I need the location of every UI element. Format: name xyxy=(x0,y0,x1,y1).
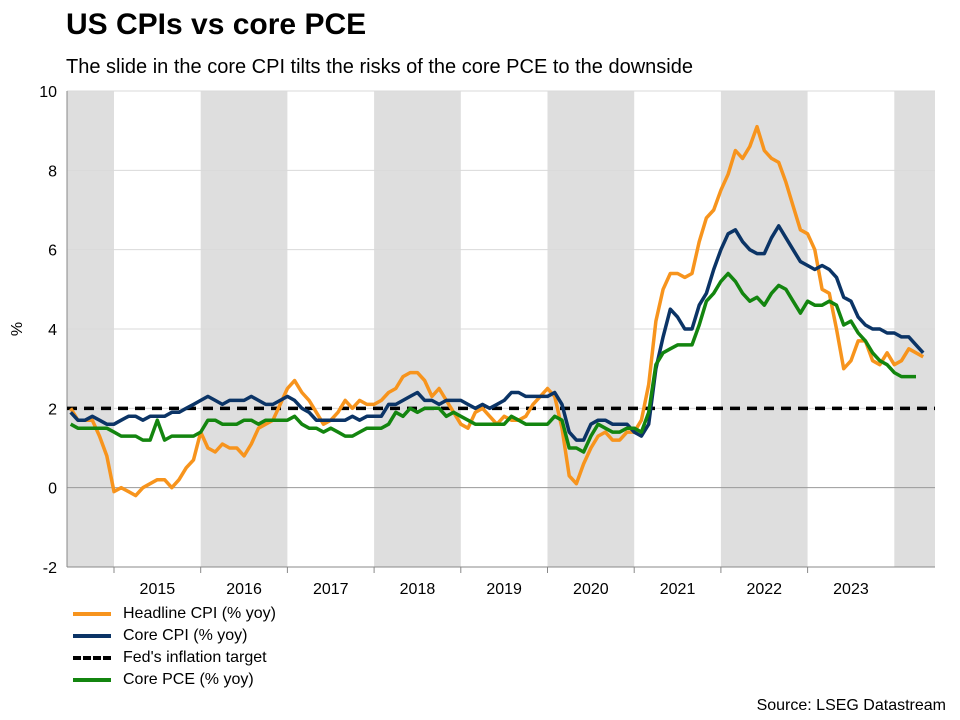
y-tick-label: 6 xyxy=(48,243,57,260)
legend-item-core-pce: Core PCE (% yoy) xyxy=(73,669,276,691)
legend-swatch xyxy=(73,634,111,638)
legend-label: Headline CPI (% yoy) xyxy=(123,605,276,622)
legend-label: Core CPI (% yoy) xyxy=(123,627,248,644)
source-note: Source: LSEG Datastream xyxy=(756,697,946,714)
legend-swatch xyxy=(73,656,111,660)
x-tick-label: 2020 xyxy=(573,581,609,598)
legend-swatch xyxy=(73,612,111,616)
y-tick-label: 2 xyxy=(48,401,57,418)
x-tick-label: 2015 xyxy=(140,581,176,598)
legend-label: Core PCE (% yoy) xyxy=(123,671,254,688)
legend-label: Fed's inflation target xyxy=(123,649,267,666)
x-tick-label: 2017 xyxy=(313,581,349,598)
legend-item-headline-cpi: Headline CPI (% yoy) xyxy=(73,603,276,625)
legend-item-fed-target: Fed's inflation target xyxy=(73,647,276,669)
x-tick-label: 2016 xyxy=(226,581,262,598)
y-tick-label: 8 xyxy=(48,163,57,180)
legend: Headline CPI (% yoy) Core CPI (% yoy) Fe… xyxy=(73,603,276,691)
x-tick-label: 2022 xyxy=(746,581,782,598)
y-tick-label: -2 xyxy=(43,560,57,577)
x-tick-label: 2018 xyxy=(400,581,436,598)
x-tick-label: 2021 xyxy=(660,581,696,598)
legend-item-core-cpi: Core CPI (% yoy) xyxy=(73,625,276,647)
chart-subtitle: The slide in the core CPI tilts the risk… xyxy=(66,56,693,78)
chart-title: US CPIs vs core PCE xyxy=(66,8,367,41)
y-axis-label: % xyxy=(9,322,26,336)
series-line-core-pce-yoy xyxy=(69,271,916,454)
series-line-core-cpi-yoy xyxy=(69,224,925,442)
y-tick-label: 4 xyxy=(48,322,57,339)
y-tick-label: 0 xyxy=(48,481,57,498)
y-tick-label: 10 xyxy=(39,84,57,101)
x-tick-label: 2023 xyxy=(833,581,869,598)
x-tick-label: 2019 xyxy=(486,581,522,598)
legend-swatch xyxy=(73,678,111,682)
